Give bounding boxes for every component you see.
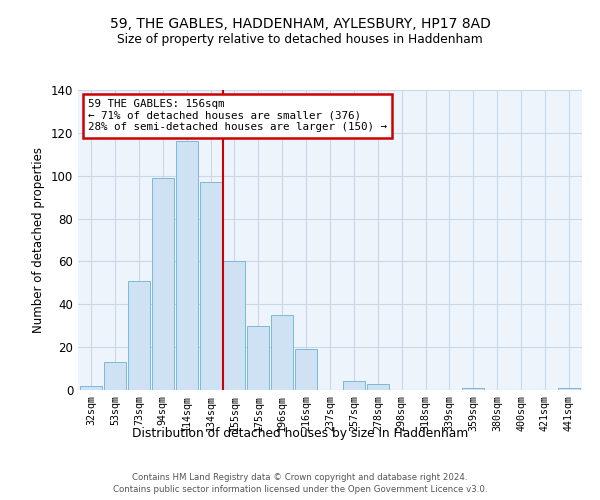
Text: Contains HM Land Registry data © Crown copyright and database right 2024.: Contains HM Land Registry data © Crown c… (132, 472, 468, 482)
Bar (271, 315, 293, 390)
Bar (558, 388, 580, 390)
Bar (247, 326, 269, 390)
Text: 59, THE GABLES, HADDENHAM, AYLESBURY, HP17 8AD: 59, THE GABLES, HADDENHAM, AYLESBURY, HP… (110, 18, 490, 32)
Text: Contains public sector information licensed under the Open Government Licence v3: Contains public sector information licen… (113, 485, 487, 494)
Bar (104, 362, 126, 390)
Bar (367, 384, 389, 390)
Bar (463, 388, 484, 390)
Y-axis label: Number of detached properties: Number of detached properties (32, 147, 45, 333)
Bar (80, 386, 102, 390)
Text: Size of property relative to detached houses in Haddenham: Size of property relative to detached ho… (117, 32, 483, 46)
Bar (176, 142, 197, 390)
Bar (343, 382, 365, 390)
Bar (152, 178, 174, 390)
Text: Distribution of detached houses by size in Haddenham: Distribution of detached houses by size … (132, 428, 468, 440)
Bar (128, 280, 150, 390)
Bar (295, 350, 317, 390)
Bar (223, 262, 245, 390)
Bar (200, 182, 221, 390)
Text: 59 THE GABLES: 156sqm
← 71% of detached houses are smaller (376)
28% of semi-det: 59 THE GABLES: 156sqm ← 71% of detached … (88, 99, 387, 132)
